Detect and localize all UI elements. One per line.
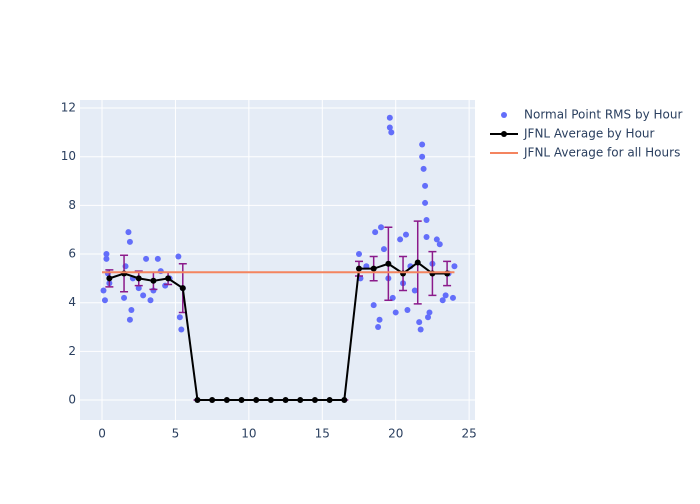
data-point (386, 114, 393, 121)
data-point (135, 285, 142, 292)
x-tick-label: 15 (315, 427, 330, 441)
data-point (101, 297, 108, 304)
data-point (385, 260, 392, 267)
data-point (417, 326, 424, 333)
legend-label: Normal Point RMS by Hour (524, 108, 682, 122)
y-tick-label: 0 (68, 393, 76, 407)
data-point (126, 316, 133, 323)
x-tick-label: 5 (172, 427, 180, 441)
x-tick-label: 0 (98, 427, 106, 441)
data-point (380, 246, 387, 253)
legend-label: JFNL Average for all Hours (523, 146, 680, 160)
data-point (253, 397, 260, 404)
data-point (165, 275, 172, 282)
data-point (425, 314, 432, 321)
data-point (326, 397, 333, 404)
x-tick-label: 10 (241, 427, 256, 441)
data-point (370, 265, 377, 272)
data-point (386, 124, 393, 131)
data-point (267, 397, 274, 404)
data-point (402, 231, 409, 238)
data-point (451, 263, 458, 270)
data-point (140, 292, 147, 299)
x-tick-label: 20 (388, 427, 403, 441)
data-point (162, 282, 169, 289)
data-point (422, 182, 429, 189)
data-point (194, 397, 201, 404)
x-tick-label: 25 (461, 427, 476, 441)
data-point (355, 251, 362, 258)
legend-marker (501, 112, 507, 118)
data-point (178, 326, 185, 333)
data-point (442, 292, 449, 299)
data-point (238, 397, 245, 404)
data-point (411, 287, 418, 294)
data-point (423, 216, 430, 223)
data-point (125, 229, 132, 236)
data-point (433, 236, 440, 243)
data-point (150, 277, 157, 284)
data-point (121, 294, 128, 301)
data-point (103, 251, 110, 258)
data-point (419, 153, 426, 160)
data-point (422, 199, 429, 206)
data-point (378, 224, 385, 231)
data-point (355, 265, 362, 272)
data-point (419, 141, 426, 148)
data-point (376, 316, 383, 323)
legend-label: JFNL Average by Hour (523, 127, 655, 141)
data-point (135, 275, 142, 282)
data-point (147, 297, 154, 304)
y-tick-label: 10 (61, 149, 76, 163)
data-point (416, 319, 423, 326)
data-point (209, 397, 216, 404)
data-point (100, 287, 107, 294)
data-point (420, 165, 427, 172)
y-tick-label: 8 (68, 198, 76, 212)
data-point (370, 302, 377, 309)
data-point (223, 397, 230, 404)
data-point (341, 397, 348, 404)
y-tick-label: 4 (68, 295, 76, 309)
plot-area (80, 100, 475, 420)
data-point (426, 309, 433, 316)
data-point (143, 255, 150, 262)
data-point (103, 255, 110, 262)
data-point (311, 397, 318, 404)
data-point (388, 129, 395, 136)
data-point (414, 259, 421, 266)
data-point (106, 275, 113, 282)
data-point (439, 297, 446, 304)
y-tick-label: 2 (68, 344, 76, 358)
data-point (436, 241, 443, 248)
data-point (179, 285, 186, 292)
data-point (128, 307, 135, 314)
data-point (372, 229, 379, 236)
data-point (282, 397, 289, 404)
y-tick-label: 6 (68, 247, 76, 261)
data-point (392, 309, 399, 316)
data-point (126, 238, 133, 245)
data-point (449, 294, 456, 301)
y-tick-label: 12 (61, 101, 76, 115)
data-point (397, 236, 404, 243)
data-point (375, 324, 382, 331)
data-point (423, 234, 430, 241)
data-point (297, 397, 304, 404)
data-point (389, 294, 396, 301)
legend-marker (501, 131, 507, 137)
data-point (176, 314, 183, 321)
data-point (154, 255, 161, 262)
data-point (175, 253, 182, 260)
data-point (404, 307, 411, 314)
